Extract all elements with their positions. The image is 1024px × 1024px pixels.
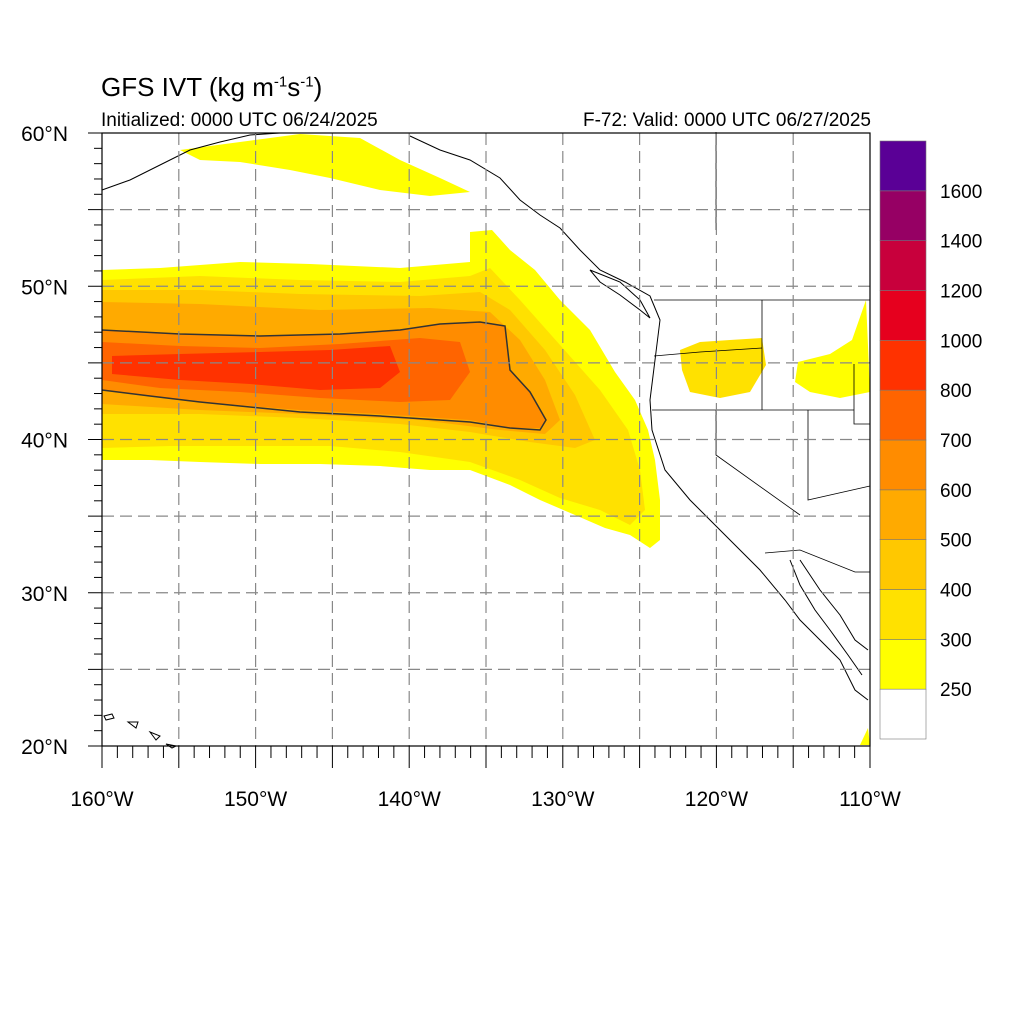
colorbar-label: 800 (940, 381, 972, 402)
colorbar: 250 300 400 500 600 700 800 1000 1200 1400 1600 (879, 140, 982, 740)
colorbar-swatch (879, 190, 927, 241)
axis-labels: 60°N 50°N 40°N 30°N 20°N 160°W 150°W 140°W 130°W… (21, 123, 901, 811)
wyoming-border (853, 364, 870, 425)
colorbar-label: 1400 (940, 232, 982, 253)
ivt-alaska-band (180, 134, 470, 196)
lon-tick-label: 130°W (531, 788, 594, 811)
ivt-shading (101, 134, 870, 745)
colorbar-swatch (879, 389, 927, 441)
colorbar-swatch (879, 340, 927, 391)
colorbar-swatch (879, 639, 927, 690)
colorbar-swatch (879, 688, 927, 740)
baja-california-coast (789, 559, 863, 676)
ivt-sw-corner (860, 728, 870, 745)
lon-tick-label: 150°W (224, 788, 287, 811)
lon-tick-label: 160°W (70, 788, 133, 811)
north-america-coastline (409, 135, 869, 701)
colorbar-label: 700 (940, 431, 972, 452)
valid-time: F-72: Valid: 0000 UTC 06/27/2025 (583, 110, 871, 131)
utah-border (807, 410, 871, 501)
lat-tick-label: 60°N (21, 123, 68, 146)
colorbar-label: 1000 (940, 331, 982, 352)
gulf-of-california-coast (799, 559, 869, 651)
colorbar-label: 400 (940, 581, 972, 602)
alaska-coast (101, 132, 281, 191)
colorbar-label: 600 (940, 481, 972, 502)
colorbar-swatch (879, 589, 927, 640)
colorbar-label: 300 (940, 630, 972, 651)
hawaii-islands (103, 713, 161, 741)
ivt-contour-600 (101, 321, 547, 431)
colorbar-label: 500 (940, 531, 972, 552)
ivt-inland-idaho (795, 300, 870, 398)
colorbar-label: 1200 (940, 282, 982, 303)
lat-tick-label: 50°N (21, 276, 68, 299)
lon-tick-label: 120°W (685, 788, 748, 811)
lat-tick-label: 20°N (21, 736, 68, 759)
colorbar-swatch (879, 240, 927, 291)
vancouver-island-coast (589, 269, 651, 319)
colorbar-swatch (879, 290, 927, 341)
washington-oregon-border (653, 347, 763, 357)
map-title: GFS IVT (kg m-1s-1) (101, 72, 323, 102)
nevada-border (715, 410, 801, 516)
colorbar-swatch (879, 439, 927, 491)
ivt-inland-oregon (680, 338, 766, 398)
lat-tick-label: 30°N (21, 583, 68, 606)
colorbar-swatch (879, 140, 927, 192)
colorbar-swatch (879, 539, 927, 590)
grid-lines (102, 133, 870, 746)
initialized-time: Initialized: 0000 UTC 06/24/2025 (101, 110, 378, 131)
lon-tick-label: 110°W (839, 788, 901, 811)
lat-tick-label: 40°N (21, 430, 68, 453)
colorbar-swatch (879, 489, 927, 540)
axis-ticks (88, 132, 871, 768)
lon-tick-label: 140°W (378, 788, 441, 811)
mexico-border (764, 549, 870, 573)
colorbar-label: 1600 (940, 182, 982, 203)
colorbar-label: 250 (940, 680, 972, 701)
